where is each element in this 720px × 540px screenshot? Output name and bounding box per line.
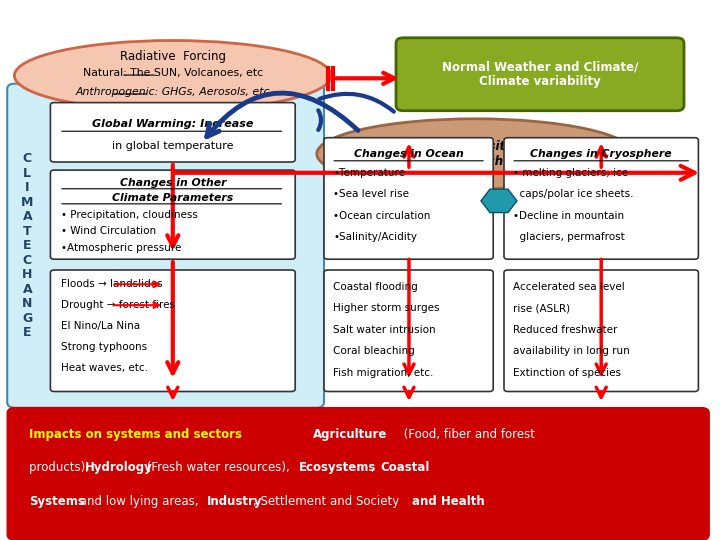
Text: Strong typhoons: Strong typhoons — [61, 342, 148, 352]
Text: and Health: and Health — [412, 495, 485, 508]
Ellipse shape — [14, 40, 331, 111]
Text: •Sea level rise: •Sea level rise — [333, 190, 410, 199]
Text: Anthropogenic: GHGs, Aerosols, etc: Anthropogenic: GHGs, Aerosols, etc — [76, 87, 270, 97]
FancyBboxPatch shape — [7, 408, 709, 540]
Text: Natural: The SUN, Volcanoes, etc: Natural: The SUN, Volcanoes, etc — [83, 68, 263, 78]
Text: Accelerated sea level: Accelerated sea level — [513, 282, 625, 292]
Text: El Nino/La Nina: El Nino/La Nina — [61, 321, 140, 331]
Text: caps/polar ice sheets.: caps/polar ice sheets. — [513, 190, 634, 199]
Text: Changes in Ocean: Changes in Ocean — [354, 150, 464, 159]
Text: (Fresh water resources),: (Fresh water resources), — [143, 461, 293, 474]
Text: Climate Parameters: Climate Parameters — [112, 193, 233, 203]
Ellipse shape — [317, 119, 634, 189]
FancyArrowPatch shape — [320, 94, 394, 112]
Text: Changes in Cryosphere: Changes in Cryosphere — [531, 150, 672, 159]
Text: Floods → landslides: Floods → landslides — [61, 279, 163, 289]
Text: •Decline in mountain: •Decline in mountain — [513, 211, 624, 221]
Text: ,: , — [371, 461, 378, 474]
Text: Higher storm surges: Higher storm surges — [333, 303, 440, 313]
FancyBboxPatch shape — [504, 270, 698, 392]
Text: Industry: Industry — [207, 495, 263, 508]
FancyBboxPatch shape — [396, 38, 684, 111]
Text: Impacts on systems and sectors: Impacts on systems and sectors — [29, 428, 246, 441]
FancyBboxPatch shape — [50, 270, 295, 392]
FancyBboxPatch shape — [324, 270, 493, 392]
Text: •Temperature: •Temperature — [333, 168, 405, 178]
Text: Hydrology: Hydrology — [85, 461, 153, 474]
Text: Coastal: Coastal — [380, 461, 430, 474]
FancyArrowPatch shape — [318, 110, 321, 130]
Text: Salt water intrusion: Salt water intrusion — [333, 325, 436, 335]
FancyBboxPatch shape — [50, 170, 295, 259]
Text: and low lying areas,: and low lying areas, — [76, 495, 202, 508]
Text: Heat waves, etc.: Heat waves, etc. — [61, 363, 148, 373]
Text: •Ocean circulation: •Ocean circulation — [333, 211, 431, 221]
Text: Coastal flooding: Coastal flooding — [333, 282, 418, 292]
Text: Radiative  Forcing: Radiative Forcing — [120, 50, 226, 63]
Text: Normal Weather and Climate/
Climate variability: Normal Weather and Climate/ Climate vari… — [442, 60, 638, 88]
Text: • Precipitation, cloudiness: • Precipitation, cloudiness — [61, 210, 198, 220]
Text: •Atmospheric pressure: •Atmospheric pressure — [61, 243, 181, 253]
Text: Changes in Other: Changes in Other — [120, 178, 226, 188]
Text: rise (ASLR): rise (ASLR) — [513, 303, 570, 313]
Text: Fish migration, etc.: Fish migration, etc. — [333, 368, 433, 377]
FancyBboxPatch shape — [7, 84, 324, 408]
Text: •Salinity/Acidity: •Salinity/Acidity — [333, 232, 418, 242]
Text: Ecosystems: Ecosystems — [299, 461, 376, 474]
Text: Drought → forest fires: Drought → forest fires — [61, 300, 175, 310]
FancyBboxPatch shape — [324, 138, 493, 259]
Text: Reduced freshwater: Reduced freshwater — [513, 325, 618, 335]
Text: glaciers, permafrost: glaciers, permafrost — [513, 232, 625, 242]
Text: Systems: Systems — [29, 495, 85, 508]
Text: C
L
I
M
A
T
E
C
H
A
N
G
E: C L I M A T E C H A N G E — [21, 152, 34, 339]
Text: Coral bleaching: Coral bleaching — [333, 346, 415, 356]
Text: Increases in positive Radiative
forcing, such as GHGs: Increases in positive Radiative forcing,… — [388, 140, 591, 168]
FancyBboxPatch shape — [504, 138, 698, 259]
Text: in global temperature: in global temperature — [112, 141, 233, 151]
Text: • melting glaciers, ice: • melting glaciers, ice — [513, 168, 629, 178]
Text: , Settlement and Society: , Settlement and Society — [253, 495, 403, 508]
Text: availability in long run: availability in long run — [513, 346, 630, 356]
FancyBboxPatch shape — [50, 103, 295, 162]
Text: Extinction of species: Extinction of species — [513, 368, 621, 377]
Text: Global Warming: Increase: Global Warming: Increase — [92, 119, 253, 129]
Text: • Wind Circulation: • Wind Circulation — [61, 226, 156, 237]
FancyArrowPatch shape — [207, 93, 358, 137]
Text: Agriculture: Agriculture — [313, 428, 387, 441]
Text: products),: products), — [29, 461, 93, 474]
Text: (Food, fiber and forest: (Food, fiber and forest — [400, 428, 534, 441]
